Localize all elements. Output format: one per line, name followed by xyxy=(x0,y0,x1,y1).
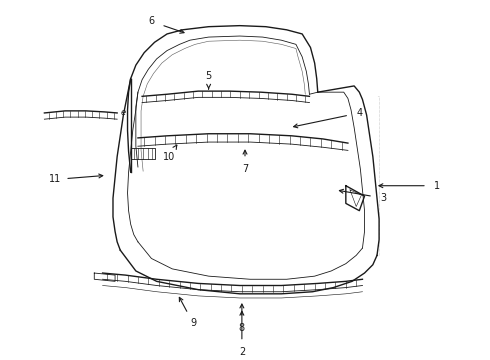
Text: 6: 6 xyxy=(148,17,154,27)
Text: 2: 2 xyxy=(239,347,245,357)
Text: 4: 4 xyxy=(356,108,363,118)
Text: 7: 7 xyxy=(242,164,248,174)
Text: 1: 1 xyxy=(434,181,441,191)
Text: 10: 10 xyxy=(163,152,175,162)
Text: e: e xyxy=(121,108,126,117)
Text: 11: 11 xyxy=(49,175,61,184)
Text: 8: 8 xyxy=(239,323,245,333)
Text: 5: 5 xyxy=(205,71,212,81)
Text: 9: 9 xyxy=(190,318,196,328)
Text: 3: 3 xyxy=(380,193,386,203)
